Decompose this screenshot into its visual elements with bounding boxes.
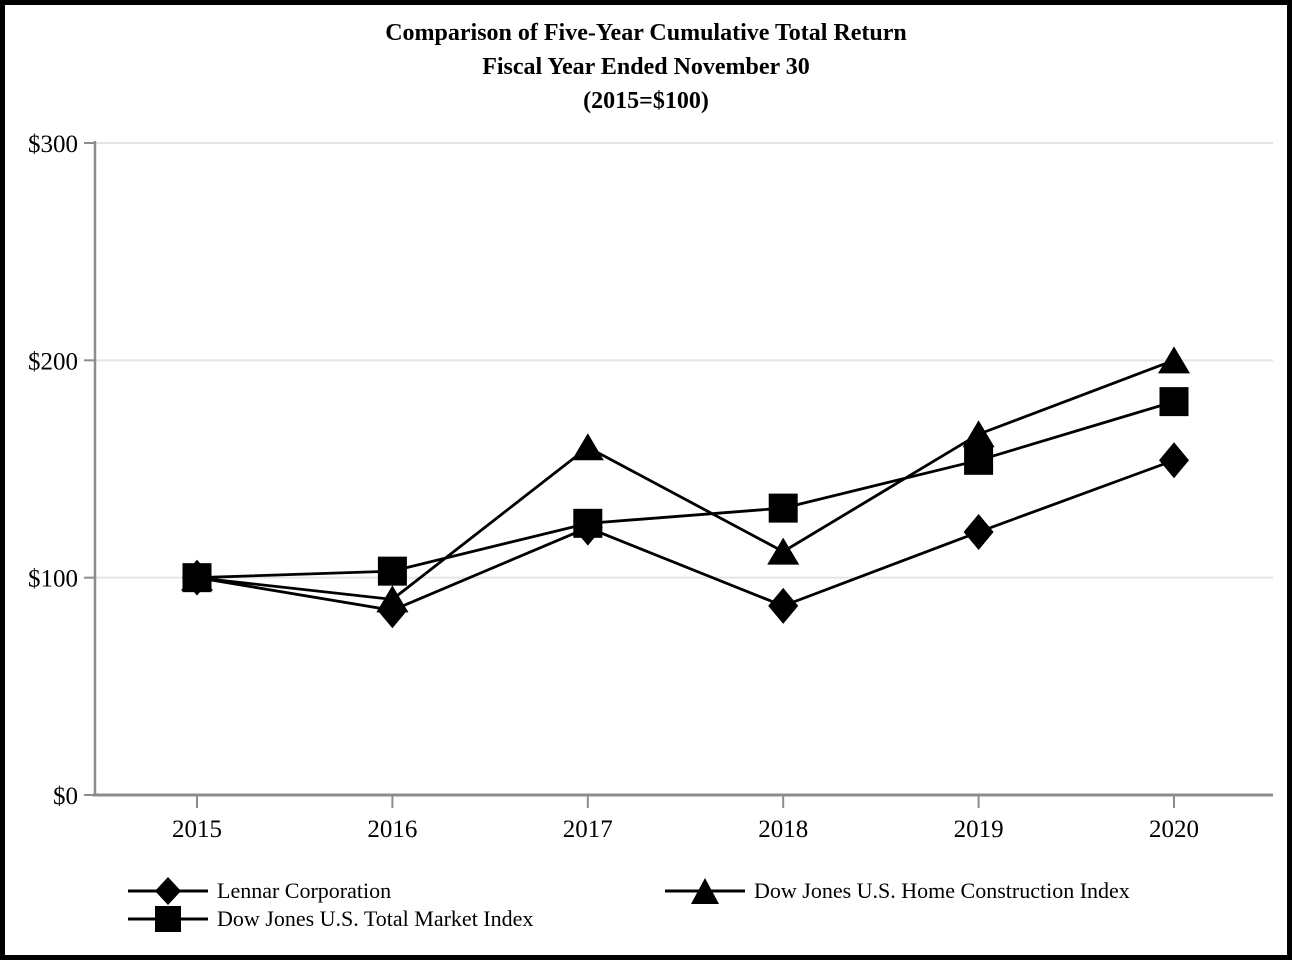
y-tick-label: $300 [28, 131, 78, 158]
square-marker [1159, 387, 1189, 417]
square-marker [768, 493, 798, 523]
x-tick-label: 2017 [563, 816, 613, 843]
y-tick-label: $0 [53, 783, 78, 810]
triangle-marker [376, 585, 409, 613]
triangle-marker [181, 563, 213, 591]
triangle-marker [1158, 346, 1190, 374]
series-line-diamond [196, 458, 1175, 612]
x-tick-label: 2018 [758, 816, 808, 843]
x-tick-label: 2019 [954, 816, 1004, 843]
triangle-marker [571, 433, 604, 461]
diamond-marker [963, 514, 994, 551]
x-tick-label: 2016 [367, 816, 417, 843]
chart-title-line3: (2015=$100) [583, 88, 709, 114]
square-marker [377, 556, 407, 586]
diamond-marker [1159, 442, 1189, 479]
y-tick-label: $200 [28, 348, 78, 375]
series-line-square [196, 400, 1175, 580]
chart-title: Comparison of Five-Year Cumulative Total… [0, 16, 1292, 118]
square-marker [964, 445, 994, 475]
chart-title-line1: Comparison of Five-Year Cumulative Total… [385, 20, 907, 46]
square-marker [573, 508, 603, 538]
y-tick-label: $100 [28, 566, 78, 593]
x-tick-label: 2015 [172, 816, 222, 843]
chart-title-line2: Fiscal Year Ended November 30 [482, 54, 810, 80]
triangle-marker [962, 420, 995, 448]
diamond-marker [768, 587, 799, 624]
triangle-marker [767, 537, 800, 565]
x-tick-label: 2020 [1149, 816, 1199, 843]
series-line-triangle [196, 359, 1175, 601]
